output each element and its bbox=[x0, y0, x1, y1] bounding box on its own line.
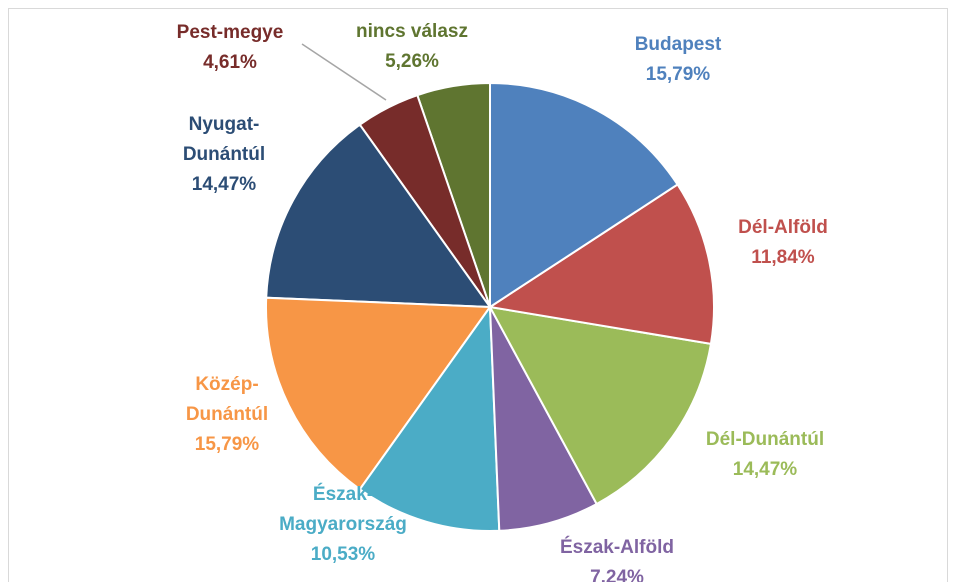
value-label: 7,24% bbox=[590, 567, 644, 582]
category-name: Pest-megye bbox=[176, 22, 284, 43]
pie-slice bbox=[265, 123, 493, 309]
pie-slice bbox=[488, 305, 713, 506]
pie-slice bbox=[265, 296, 492, 491]
data-label: Dél-Dunántúl 14,47% bbox=[665, 425, 865, 485]
category-name: Közép-Dunántúl bbox=[185, 374, 269, 425]
value-label: 4,61% bbox=[203, 52, 257, 73]
pie-slice bbox=[489, 81, 679, 309]
value-label: 15,79% bbox=[645, 64, 711, 85]
value-label: 14,47% bbox=[191, 174, 257, 195]
category-name: nincs válasz bbox=[356, 21, 468, 42]
value-label: 14,47% bbox=[732, 459, 798, 480]
category-name: Észak-Magyarország bbox=[279, 484, 407, 535]
category-name: Észak-Alföld bbox=[559, 537, 675, 558]
category-name: Dél-Alföld bbox=[738, 217, 828, 238]
category-name: Nyugat-Dunántúl bbox=[182, 114, 266, 165]
data-label: Észak-Magyarország 10,53% bbox=[256, 480, 431, 570]
pie-slice bbox=[489, 306, 599, 532]
pie-slice bbox=[487, 183, 715, 345]
data-label: Nyugat-Dunántúl 14,47% bbox=[167, 110, 282, 200]
value-label: 5,26% bbox=[385, 51, 439, 72]
data-label: Dél-Alföld 11,84% bbox=[683, 213, 883, 273]
data-label: Közép-Dunántúl 15,79% bbox=[170, 370, 285, 460]
leader-line bbox=[301, 43, 387, 101]
value-label: 15,79% bbox=[194, 434, 260, 455]
data-label: nincs válasz 5,26% bbox=[312, 17, 512, 77]
category-name: Budapest bbox=[634, 34, 722, 55]
value-label: 11,84% bbox=[751, 247, 815, 268]
chart-frame bbox=[8, 8, 948, 582]
value-label: 10,53% bbox=[310, 544, 376, 565]
data-label: Pest-megye 4,61% bbox=[130, 18, 330, 78]
data-label: Észak-Alföld 7,24% bbox=[517, 533, 717, 582]
pie-slice bbox=[358, 304, 501, 532]
data-label: Budapest 15,79% bbox=[578, 30, 778, 90]
category-name: Dél-Dunántúl bbox=[705, 429, 825, 450]
